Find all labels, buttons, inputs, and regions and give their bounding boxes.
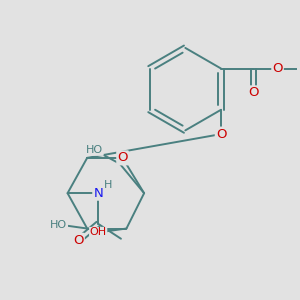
Text: N: N — [93, 187, 103, 200]
Text: O: O — [73, 234, 84, 247]
Text: H: H — [104, 179, 112, 190]
Text: O: O — [216, 128, 226, 141]
Text: O: O — [272, 62, 283, 75]
Text: O: O — [248, 86, 259, 99]
Text: HO: HO — [86, 145, 103, 155]
Text: OH: OH — [90, 227, 107, 237]
Text: O: O — [117, 152, 128, 164]
Text: HO: HO — [50, 220, 68, 230]
